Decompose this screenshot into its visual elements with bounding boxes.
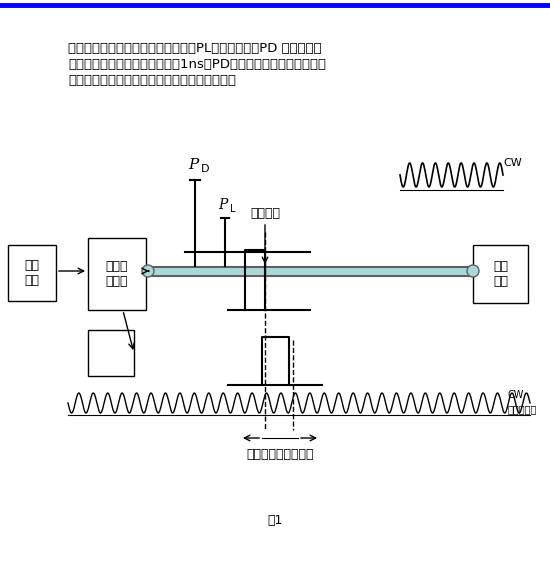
Text: 测量位置: 测量位置 bbox=[250, 207, 280, 220]
Text: 泵浦
光源: 泵浦 光源 bbox=[25, 259, 40, 287]
Text: 声波受预泵浦光激发: 声波受预泵浦光激发 bbox=[246, 449, 314, 462]
Text: 探测
光源: 探测 光源 bbox=[493, 260, 508, 288]
Text: L: L bbox=[230, 204, 235, 214]
Bar bbox=[88, 330, 134, 376]
Text: D: D bbox=[201, 164, 210, 174]
Text: CW: CW bbox=[508, 390, 524, 400]
Bar bbox=[8, 245, 56, 301]
Text: 图1: 图1 bbox=[267, 513, 283, 526]
Text: 对光纤中的某个位置，预泵浦脉冲光PL在测量脉冲光PD 之前到达，: 对光纤中的某个位置，预泵浦脉冲光PL在测量脉冲光PD 之前到达， bbox=[68, 42, 322, 55]
Text: 阶跃式
脉冲光: 阶跃式 脉冲光 bbox=[106, 260, 128, 288]
Text: 并激发产生声波。因此，即使用1ns的PD，也能够在洛仑兹形的布里: 并激发产生声波。因此，即使用1ns的PD，也能够在洛仑兹形的布里 bbox=[68, 58, 326, 71]
Text: 连续探测光: 连续探测光 bbox=[508, 404, 537, 414]
Text: 渊增益频谱中体现出该处的应变（温度）信息。: 渊增益频谱中体现出该处的应变（温度）信息。 bbox=[68, 74, 236, 87]
Text: P: P bbox=[218, 198, 228, 212]
Bar bbox=[88, 238, 146, 310]
Text: CW: CW bbox=[503, 158, 522, 168]
Bar bbox=[473, 245, 528, 303]
Circle shape bbox=[467, 265, 479, 277]
Text: P: P bbox=[188, 158, 198, 172]
Circle shape bbox=[142, 265, 154, 277]
